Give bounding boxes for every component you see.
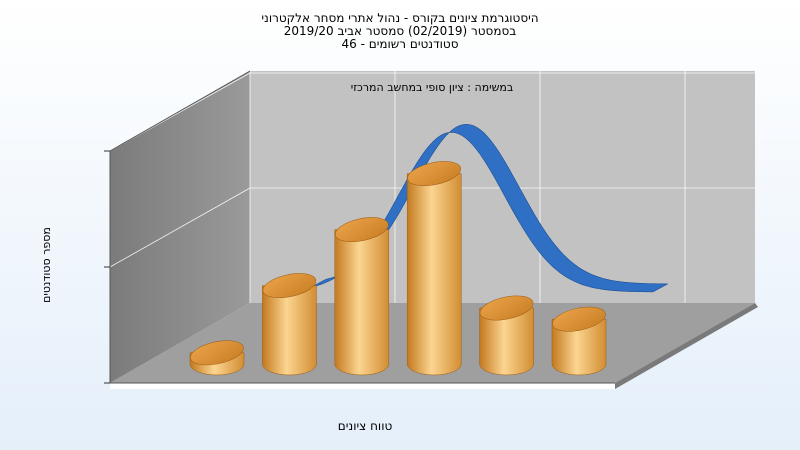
bar-body bbox=[406, 173, 462, 376]
bar-cap bbox=[190, 340, 244, 366]
bar-2 bbox=[334, 217, 390, 376]
chart-title: היסטוגרמת ציונים בקורס - נהול אתרי מסחר … bbox=[261, 11, 538, 25]
left-wall bbox=[110, 71, 250, 383]
chart-subtitle-1: בסמסטר (02/2019) סמסטר אביב 2019/20 bbox=[284, 24, 516, 38]
bar-body bbox=[334, 229, 390, 376]
bar-0 bbox=[189, 340, 245, 376]
bar-body bbox=[262, 285, 317, 376]
normal-curve-series bbox=[310, 123, 668, 293]
chart-subtitle-2: סטודנטים רשומים - 46 bbox=[341, 37, 458, 51]
bar-body bbox=[551, 318, 607, 376]
y-axis-label: מספר סטודנטים bbox=[40, 227, 53, 303]
y-axis-ticks bbox=[104, 150, 110, 384]
wall-top-edge bbox=[109, 70, 251, 152]
bar-3 bbox=[406, 161, 462, 376]
bar-1 bbox=[262, 273, 317, 376]
x-axis-label: טווח ציונים bbox=[338, 419, 393, 433]
bar-cap bbox=[407, 161, 461, 186]
bar-cap bbox=[262, 273, 317, 298]
bar-cap bbox=[479, 295, 534, 321]
bar-cap bbox=[552, 306, 606, 332]
floor-front-edge bbox=[110, 383, 615, 389]
bar-5 bbox=[551, 306, 607, 376]
bar-4 bbox=[479, 295, 534, 376]
bar-cap bbox=[335, 217, 389, 242]
gridline-left-wall bbox=[109, 187, 251, 268]
bars-group bbox=[189, 161, 607, 376]
bar-body bbox=[479, 307, 534, 376]
floor-right-edge bbox=[615, 303, 758, 389]
chart-annotation: במשימה : ציון סופי במחשב המרכזי bbox=[351, 81, 514, 94]
